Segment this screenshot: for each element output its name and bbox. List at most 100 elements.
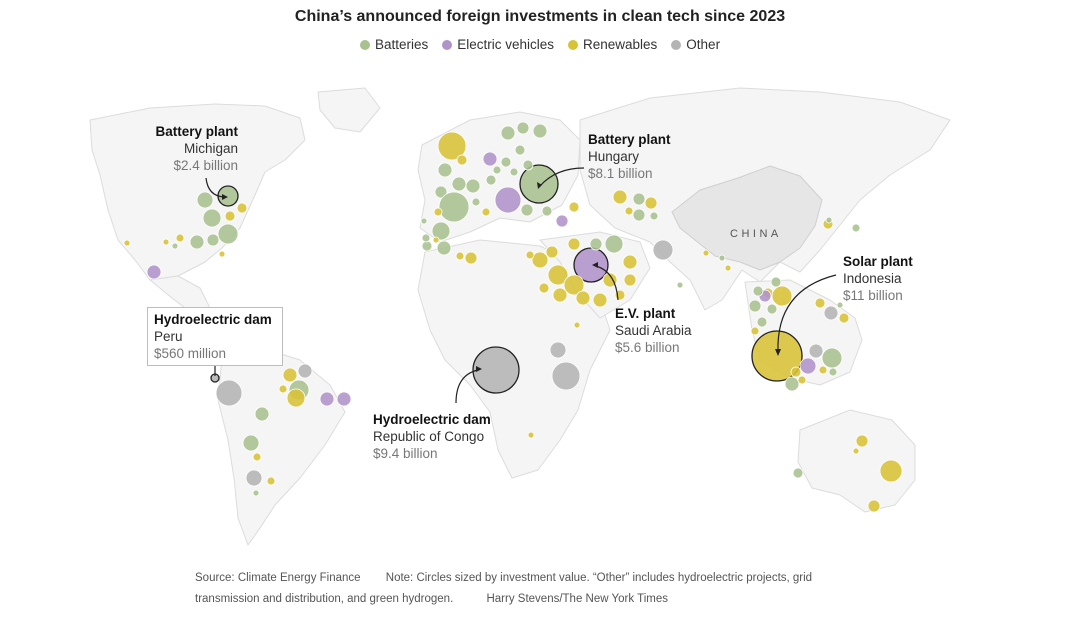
annotation-value: $8.1 billion: [588, 166, 653, 181]
renewable-circle: [456, 154, 468, 166]
renewable-circle: [867, 499, 881, 513]
legend: Batteries Electric vehicles Renewables O…: [0, 37, 1080, 52]
renewable-circle: [567, 237, 581, 251]
annotation-peru: Hydroelectric dam Peru $560 million: [147, 307, 283, 366]
battery-circle: [632, 192, 646, 206]
renewable-circle: [563, 274, 585, 296]
renewable-circle: [286, 388, 306, 408]
annotation-leaders: [205, 167, 837, 404]
battery-circle: [792, 467, 804, 479]
renewable-circle: [568, 201, 580, 213]
hungary-arrow: [537, 182, 542, 189]
electric-vehicles-swatch: [442, 39, 453, 50]
annotation-place: Republic of Congo: [373, 429, 485, 444]
renewable-circle: [464, 251, 478, 265]
investment-circles: [123, 121, 903, 513]
renewable-circle: [218, 250, 226, 258]
battery-circle: [217, 223, 239, 245]
battery-circle: [451, 176, 467, 192]
annotation-type: Battery plant: [155, 124, 238, 139]
australia-shape: [797, 409, 916, 513]
renewable-circle: [175, 233, 185, 243]
ev-circle: [336, 391, 352, 407]
annotation-hungary: Battery plant Hungary $8.1 billion: [588, 131, 738, 182]
renewable-circle: [527, 431, 535, 439]
battery-circle: [206, 233, 220, 247]
renewable-circle: [644, 196, 658, 210]
renewable-circle: [162, 238, 170, 246]
other-circle: [245, 469, 263, 487]
battery-circle: [171, 242, 179, 250]
renewable-circle: [437, 131, 467, 161]
battery-circle: [437, 162, 453, 178]
battery-circle: [676, 281, 684, 289]
battery-circle: [242, 434, 260, 452]
battery-circle: [465, 178, 481, 194]
renewable-circle: [525, 250, 535, 260]
legend-item-other: Other: [671, 37, 720, 52]
ev-circle: [319, 391, 335, 407]
battery-circle: [516, 121, 530, 135]
renewable-circle: [724, 264, 732, 272]
legend-item-renewables: Renewables: [568, 37, 657, 52]
renewable-circle: [224, 210, 236, 222]
battery-circle: [520, 203, 534, 217]
renewable-circle: [750, 326, 760, 336]
battery-circle: [604, 234, 624, 254]
renewable-circle: [852, 447, 860, 455]
other-circle: [297, 363, 313, 379]
renewable-circle: [879, 459, 903, 483]
saudi-arrow: [592, 262, 598, 268]
battery-circle: [217, 185, 239, 207]
indonesia-leader: [777, 274, 837, 353]
battery-circle: [189, 234, 205, 250]
annotation-type: Battery plant: [588, 132, 671, 147]
china-shape: [671, 165, 823, 271]
annotation-value: $2.4 billion: [173, 158, 238, 173]
battery-circle: [649, 211, 659, 221]
greenland-shape: [317, 87, 381, 133]
renewable-circle: [771, 285, 793, 307]
michigan-arrow: [222, 194, 228, 200]
renewable-circle: [545, 245, 559, 259]
annotation-type: Hydroelectric dam: [154, 312, 272, 327]
battery-circle: [252, 489, 260, 497]
renewable-circle: [123, 239, 131, 247]
renewables-swatch: [568, 39, 578, 50]
battery-circle: [485, 174, 497, 186]
battery-circle: [766, 303, 778, 315]
renewable-circle: [455, 251, 465, 261]
renewable-circle: [838, 312, 850, 324]
battery-circle: [421, 240, 433, 252]
battery-circle: [196, 191, 214, 209]
renewable-circle: [236, 202, 248, 214]
battery-circle: [514, 144, 526, 156]
battery-circle: [532, 123, 548, 139]
south-america-shape: [217, 347, 346, 546]
battery-circle: [509, 167, 519, 177]
renewable-circle: [252, 452, 262, 462]
renewable-circle: [623, 273, 637, 287]
china-label: CHINA: [730, 228, 782, 240]
legend-label: Other: [686, 37, 721, 52]
battery-circle: [202, 208, 222, 228]
annotation-type: E.V. plant: [615, 306, 676, 321]
annotation-indonesia: Solar plant Indonesia $11 billion: [843, 253, 983, 304]
renewable-circle: [278, 384, 288, 394]
annotation-michigan: Battery plant Michigan $2.4 billion: [108, 123, 238, 174]
battery-circle: [500, 156, 512, 168]
annotation-congo: Hydroelectric dam Republic of Congo $9.4…: [373, 411, 543, 462]
renewable-circle: [547, 264, 569, 286]
battery-circle: [770, 276, 782, 288]
legend-label: Electric vehicles: [457, 37, 554, 52]
annotation-value: $9.4 billion: [373, 446, 438, 461]
batteries-swatch: [359, 39, 370, 50]
congo-leader: [455, 369, 479, 404]
renewable-circle: [433, 207, 443, 217]
renewable-circle: [702, 249, 710, 257]
map-title: China’s announced foreign investments in…: [294, 8, 786, 25]
battery-circle: [254, 406, 270, 422]
renewable-circle: [751, 330, 803, 382]
renewable-circle: [622, 254, 638, 270]
